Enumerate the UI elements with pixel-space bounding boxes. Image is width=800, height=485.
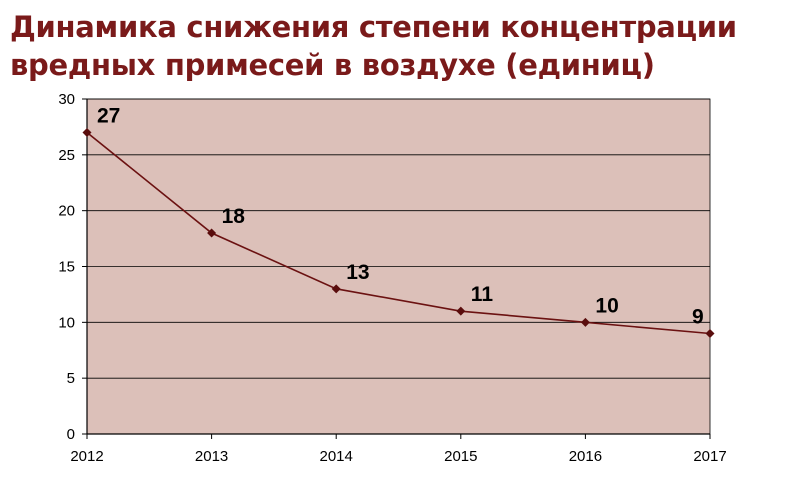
data-point xyxy=(580,317,590,327)
data-label: 11 xyxy=(471,283,494,306)
data-labels: 27 18 13 11 10 9 xyxy=(97,105,704,329)
x-tick-label: 2015 xyxy=(444,448,477,465)
y-axis-ticks: 0 5 10 15 20 25 30 xyxy=(58,91,87,443)
y-tick-label: 25 xyxy=(58,147,75,164)
x-tick-label: 2017 xyxy=(693,448,726,465)
y-tick-label: 10 xyxy=(58,314,75,331)
x-tick-label: 2014 xyxy=(320,448,353,465)
data-point xyxy=(331,284,341,294)
data-point xyxy=(207,228,217,238)
y-tick-label: 20 xyxy=(58,203,75,220)
y-tick-label: 15 xyxy=(58,259,75,276)
data-point xyxy=(705,329,715,338)
data-point xyxy=(456,306,466,316)
data-label: 10 xyxy=(595,294,618,317)
x-tick-label: 2016 xyxy=(569,448,602,465)
x-tick-label: 2012 xyxy=(70,448,103,465)
data-label: 18 xyxy=(222,205,246,228)
data-label: 9 xyxy=(692,306,704,329)
chart-title: Динамика снижения степени концентрации в… xyxy=(10,10,737,82)
y-tick-label: 0 xyxy=(67,426,75,443)
y-tick-label: 30 xyxy=(58,91,75,108)
data-markers xyxy=(82,128,715,338)
x-axis-ticks: 2012 2013 2014 2015 2016 2017 xyxy=(70,434,727,465)
data-label: 27 xyxy=(97,105,120,128)
data-point xyxy=(82,128,92,137)
series-line xyxy=(86,131,711,335)
gridlines xyxy=(87,98,710,379)
y-tick-label: 5 xyxy=(67,370,75,387)
data-label: 13 xyxy=(346,261,369,284)
x-tick-label: 2013 xyxy=(195,448,228,465)
